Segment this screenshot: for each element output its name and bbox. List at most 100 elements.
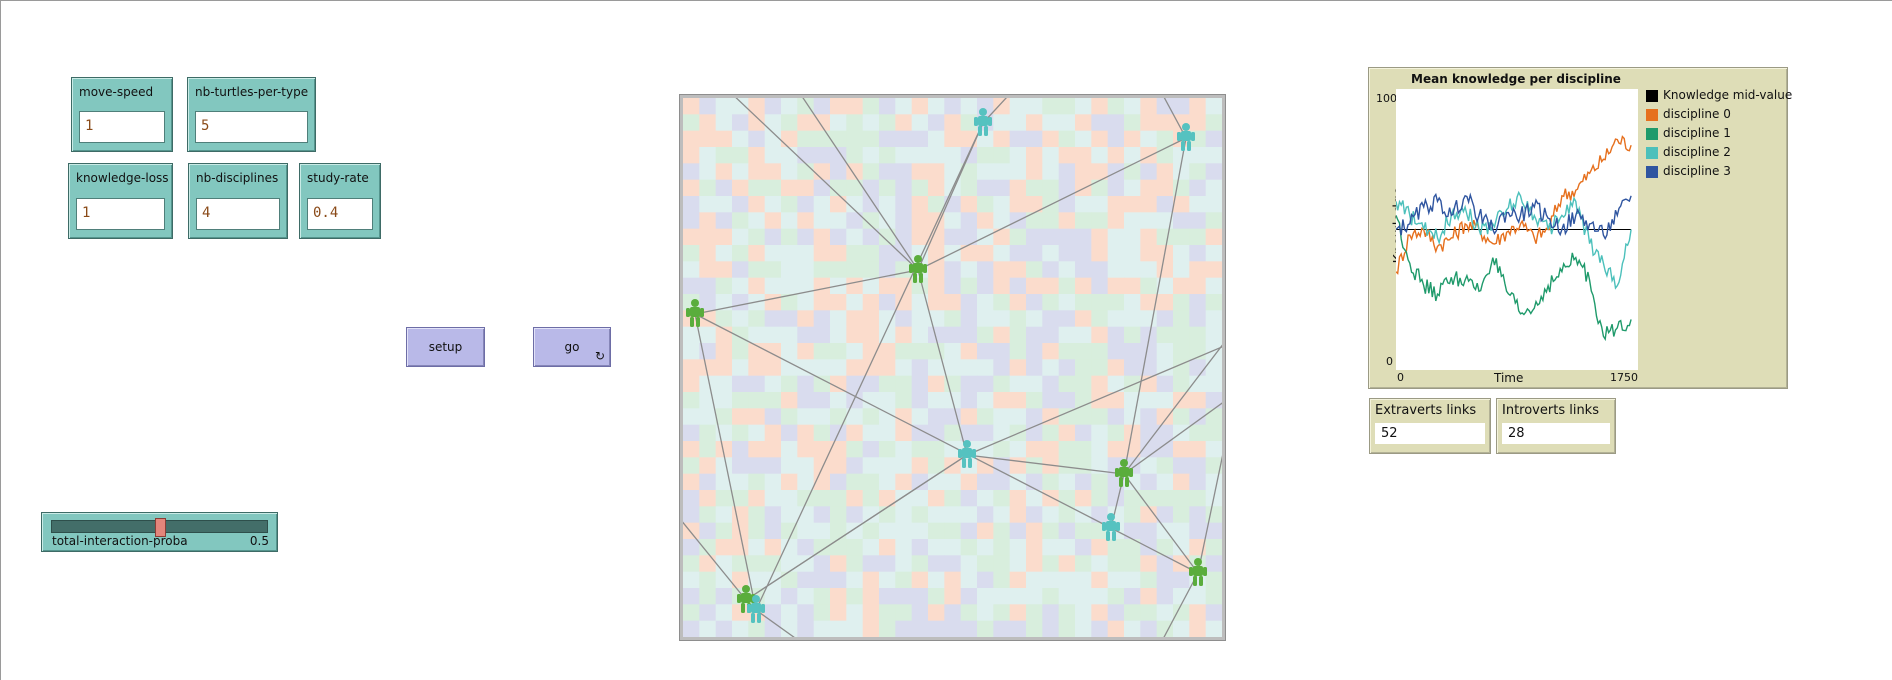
world-view[interactable] <box>679 94 1226 641</box>
patch <box>846 147 864 164</box>
knowledge-loss-input[interactable]: knowledge-loss 1 <box>68 163 173 239</box>
patch <box>1026 392 1043 409</box>
slider-track[interactable] <box>51 518 268 537</box>
patch <box>1026 98 1043 115</box>
patch <box>993 392 1011 409</box>
patch <box>1091 408 1109 426</box>
introvert-agent[interactable] <box>1102 513 1120 541</box>
legend-label: Knowledge mid-value <box>1663 88 1793 102</box>
patch <box>928 424 945 442</box>
go-button[interactable]: go ↻ <box>533 327 611 367</box>
patch <box>683 228 700 246</box>
patch <box>846 473 864 491</box>
extravert-agent[interactable] <box>909 255 927 283</box>
patch <box>993 163 1011 181</box>
patch <box>846 392 864 409</box>
patch <box>1091 294 1109 311</box>
patch <box>1026 441 1043 458</box>
patch <box>781 392 798 409</box>
introvert-agent[interactable] <box>958 440 976 468</box>
patch <box>879 424 896 442</box>
window-left-edge <box>0 0 1 680</box>
patch <box>1156 457 1174 475</box>
patch <box>813 212 831 230</box>
patch <box>911 522 929 540</box>
patch <box>1058 359 1076 377</box>
patch <box>1009 343 1027 360</box>
extraverts-links-monitor: Extraverts links 52 <box>1369 398 1491 454</box>
patch <box>781 245 798 262</box>
patch <box>895 343 913 360</box>
patch <box>732 522 749 540</box>
introvert-agent[interactable] <box>1177 123 1195 151</box>
slider-handle[interactable] <box>155 518 166 537</box>
patch <box>1189 196 1207 213</box>
patch <box>797 620 815 637</box>
total-interaction-proba-slider[interactable]: total-interaction-proba 0.5 <box>41 512 278 552</box>
introvert-agent[interactable] <box>974 108 992 136</box>
patch <box>977 490 994 507</box>
patch <box>797 375 815 393</box>
patch <box>813 620 831 637</box>
patch <box>813 98 831 115</box>
patch <box>862 212 880 230</box>
patch <box>960 228 978 246</box>
patch <box>944 294 962 311</box>
nb-disciplines-input[interactable]: nb-disciplines 4 <box>188 163 288 239</box>
setup-button[interactable]: setup <box>406 327 485 367</box>
patch <box>1140 98 1158 115</box>
patch <box>813 375 831 393</box>
knowledge-plot[interactable]: Mean knowledge per discipline 100 0 Know… <box>1368 67 1792 389</box>
patch <box>928 212 945 230</box>
patch <box>960 375 978 393</box>
patch <box>1042 179 1060 197</box>
legend-swatch <box>1646 109 1658 121</box>
patch <box>830 343 847 360</box>
world-canvas[interactable] <box>683 98 1222 637</box>
nb-disciplines-field[interactable]: 4 <box>196 198 280 230</box>
patch <box>879 441 896 458</box>
patch <box>879 212 896 230</box>
patch <box>732 114 749 132</box>
nb-turtles-per-type-label: nb-turtles-per-type <box>195 85 309 99</box>
move-speed-field[interactable]: 1 <box>79 111 165 143</box>
patch <box>993 114 1011 132</box>
patch <box>1189 212 1207 230</box>
nb-turtles-per-type-input[interactable]: nb-turtles-per-type 5 <box>187 77 316 152</box>
patch <box>846 326 864 344</box>
patch <box>862 457 880 475</box>
study-rate-input[interactable]: study-rate 0.4 <box>299 163 381 239</box>
patch <box>928 392 945 409</box>
extravert-agent[interactable] <box>686 299 704 327</box>
knowledge-loss-field[interactable]: 1 <box>76 198 165 230</box>
patch <box>960 343 978 360</box>
patch <box>699 441 717 458</box>
patch <box>977 506 994 524</box>
patch <box>944 310 962 328</box>
patch <box>944 473 962 491</box>
patch <box>1058 98 1076 115</box>
nb-turtles-per-type-field[interactable]: 5 <box>195 111 308 143</box>
patch <box>748 490 766 507</box>
move-speed-input[interactable]: move-speed 1 <box>71 77 173 152</box>
patch <box>781 343 798 360</box>
patch <box>715 392 733 409</box>
extravert-agent[interactable] <box>1115 459 1133 487</box>
patch <box>797 196 815 213</box>
patch <box>1091 343 1109 360</box>
patch <box>764 620 782 637</box>
patch <box>1009 277 1027 295</box>
patch <box>781 604 798 622</box>
introvert-agent[interactable] <box>747 595 765 623</box>
patch <box>1124 196 1141 213</box>
study-rate-field[interactable]: 0.4 <box>307 198 373 230</box>
patch <box>781 490 798 507</box>
extraverts-links-value: 52 <box>1375 423 1485 444</box>
patch <box>1173 473 1190 491</box>
extravert-agent[interactable] <box>1189 558 1207 586</box>
patch <box>846 408 864 426</box>
patch <box>813 571 831 589</box>
patch <box>1205 359 1222 377</box>
legend-swatch <box>1646 128 1658 140</box>
patch <box>748 277 766 295</box>
